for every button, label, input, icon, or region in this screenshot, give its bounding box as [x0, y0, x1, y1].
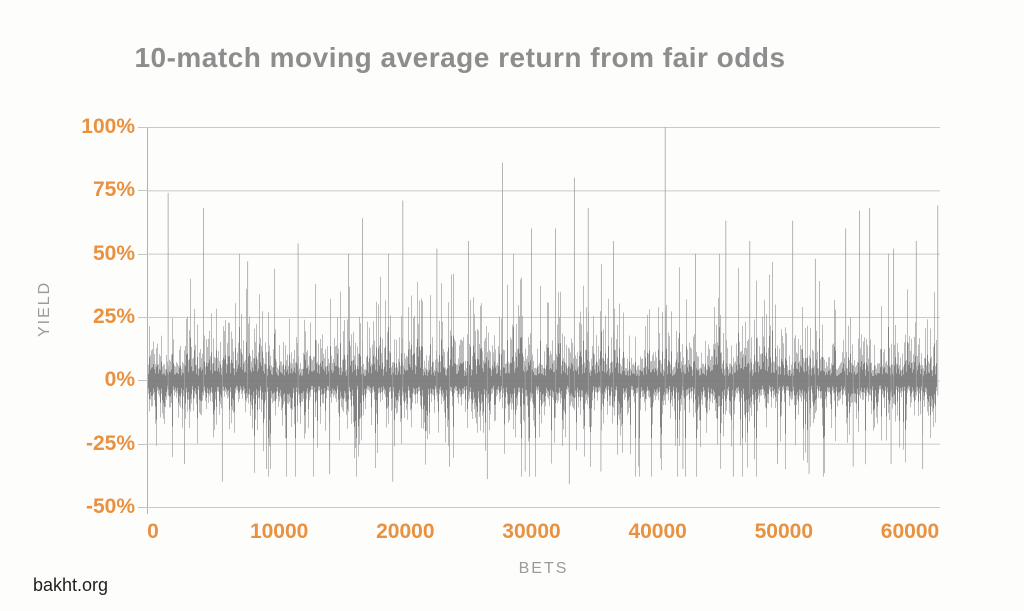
y-tick-mark-100 [138, 127, 148, 128]
y-tick-mark-0 [138, 380, 148, 382]
x-tick-label-30000: 30000 [502, 520, 561, 543]
y-tick-mark--25 [138, 443, 148, 445]
x-tick-label-20000: 20000 [376, 520, 435, 543]
y-tick-label-50: 50% [92, 241, 135, 265]
y-tick-mark-75 [138, 190, 148, 192]
watermark-text: bakht.org [33, 575, 109, 595]
x-tick-label-0: 0 [147, 520, 159, 543]
x-axis-title: BETS [518, 560, 569, 577]
x-tick-label-50000: 50000 [754, 520, 814, 543]
y-tick-label-100: 100% [81, 115, 135, 138]
x-tick-label-10000: 10000 [249, 520, 309, 543]
chart-plot [147, 127, 940, 514]
chart-title: 10-match moving average return from fair… [134, 42, 786, 73]
y-tick-mark-25 [138, 317, 148, 318]
y-tick-label--50: -50% [85, 495, 135, 518]
y-tick-mark-50 [138, 253, 148, 255]
y-tick-mark--50 [138, 507, 148, 508]
y-tick-label-0: 0% [104, 368, 135, 392]
y-tick-label--25: -25% [85, 431, 135, 455]
y-tick-label-25: 25% [92, 305, 135, 328]
x-tick-label-60000: 60000 [880, 520, 940, 543]
y-tick-label-75: 75% [92, 178, 135, 202]
x-tick-label-40000: 40000 [628, 520, 687, 543]
